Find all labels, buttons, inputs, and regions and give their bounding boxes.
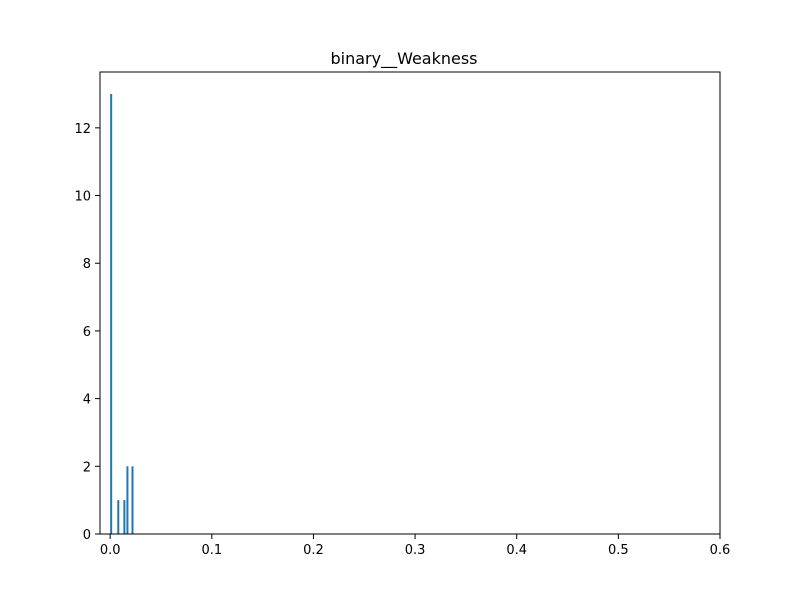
x-axis: 0.0 0.1 0.2 0.3 0.4 0.5 0.6	[100, 534, 731, 558]
histogram-bar-0	[110, 94, 113, 534]
chart-title: binary__Weakness	[330, 49, 477, 69]
x-tick-label-2: 0.2	[303, 543, 324, 558]
plot-area-frame	[99, 71, 721, 535]
y-tick-label-1: 2	[83, 460, 91, 475]
y-tick-label-4: 8	[83, 257, 91, 272]
histogram-bar-4	[131, 466, 134, 534]
x-tick-label-0: 0.0	[100, 543, 121, 558]
y-tick-label-0: 0	[83, 528, 91, 543]
y-tick-label-6: 12	[74, 122, 91, 137]
histogram-bar-1	[117, 500, 120, 534]
x-tick-label-3: 0.3	[405, 543, 426, 558]
y-tick-label-2: 4	[83, 393, 91, 408]
histogram-bar-2	[123, 500, 126, 534]
x-tick-label-6: 0.6	[710, 543, 731, 558]
x-tick-label-5: 0.5	[608, 543, 629, 558]
histogram-bar-3	[126, 466, 129, 534]
y-tick-label-3: 6	[83, 325, 91, 340]
bars-group	[110, 94, 134, 534]
x-tick-label-1: 0.1	[201, 543, 222, 558]
x-tick-label-4: 0.4	[506, 543, 527, 558]
y-tick-label-5: 10	[74, 190, 91, 205]
y-axis: 0 2 4 6 8 10 12	[74, 122, 100, 543]
